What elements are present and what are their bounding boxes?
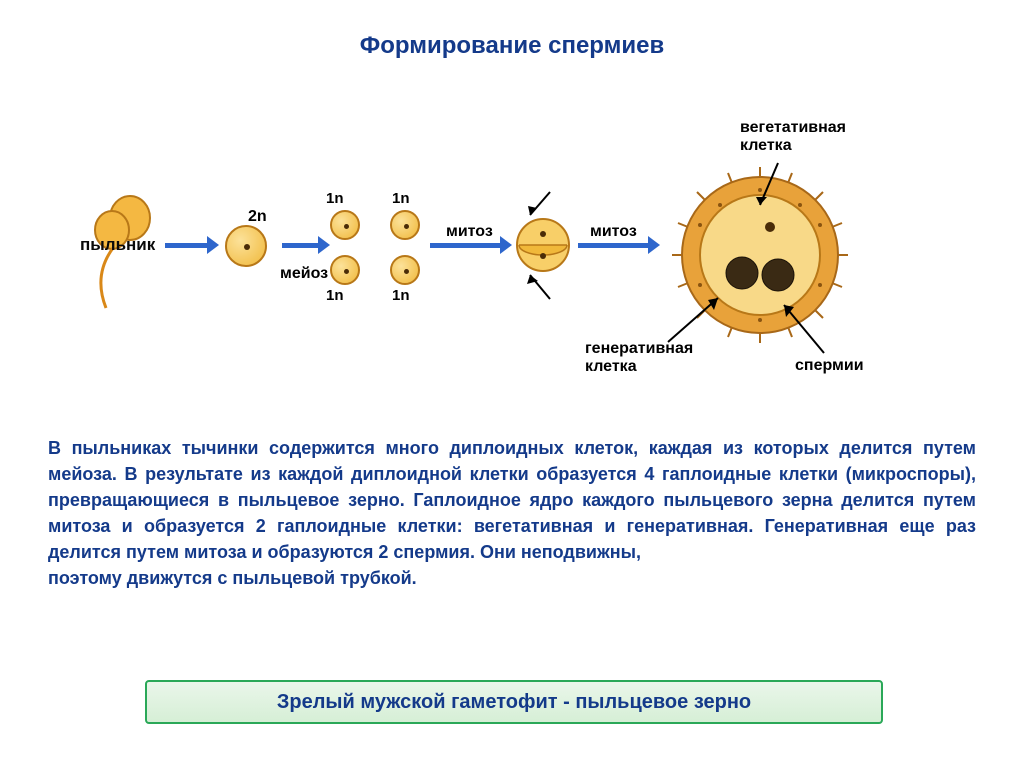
microspore <box>330 255 360 285</box>
pointer-icon <box>772 295 842 365</box>
label-1n: 1n <box>326 287 344 304</box>
footer-callout: Зрелый мужской гаметофит - пыльцевое зер… <box>145 680 883 724</box>
diploid-cell <box>225 225 267 267</box>
body-line: поэтому движутся с пыльцевой трубкой. <box>48 565 976 591</box>
label-2n: 2n <box>248 208 267 226</box>
body-text: В пыльниках тычинки содержится много дип… <box>48 435 976 592</box>
pointer-icon <box>520 267 560 307</box>
slide: Формирование спермиев <box>0 0 1024 768</box>
microspore <box>390 210 420 240</box>
page-title: Формирование спермиев <box>0 32 1024 60</box>
label-1n: 1n <box>392 190 410 207</box>
label-mitosis: митоз <box>446 223 493 241</box>
label-1n: 1n <box>326 190 344 207</box>
label-mitosis: митоз <box>590 223 637 241</box>
microspore <box>330 210 360 240</box>
diagram: пыльник 2n 1n 1n 1n 1n мейоз митоз митоз… <box>30 95 994 395</box>
pointer-icon <box>730 157 790 217</box>
label-vegetative-cell: вегетативная клетка <box>740 119 846 155</box>
label-meiosis: мейоз <box>280 265 328 283</box>
label-1n: 1n <box>392 287 410 304</box>
microspore <box>390 255 420 285</box>
footer-text: Зрелый мужской гаметофит - пыльцевое зер… <box>277 691 751 714</box>
body-line: В пыльниках тычинки содержится много дип… <box>48 435 976 565</box>
label-generative-cell: генеративная клетка <box>585 340 693 376</box>
label-sperms: спермии <box>795 357 864 375</box>
pointer-icon <box>520 187 560 227</box>
label-anther: пыльник <box>80 235 155 255</box>
